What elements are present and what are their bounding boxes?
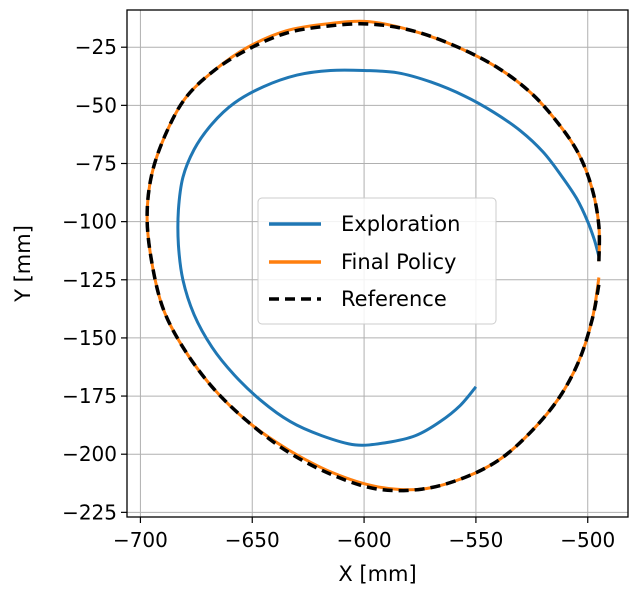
legend-box xyxy=(257,197,497,325)
x-tick-label: −550 xyxy=(448,528,503,552)
y-axis-label: Y [mm] xyxy=(11,225,35,303)
legend-label-exploration: Exploration xyxy=(341,212,460,236)
y-tick-label: −100 xyxy=(62,210,117,234)
x-tick-label: −700 xyxy=(113,528,168,552)
series-line-reference xyxy=(145,22,602,493)
plot-frame xyxy=(126,9,629,518)
legend: Exploration Final Policy Reference xyxy=(257,197,497,325)
y-tick-label: −200 xyxy=(62,442,117,466)
y-tick-label: −150 xyxy=(62,326,117,350)
y-tick-label: −75 xyxy=(75,151,117,175)
x-tick-label: −500 xyxy=(560,528,615,552)
series-layer xyxy=(145,19,602,493)
axis-ticks: −700 −650 −600 −550 −500 −25 −50 −75 −100 −125 −15… xyxy=(62,35,615,552)
y-tick-label: −225 xyxy=(62,500,117,524)
x-tick-label: −600 xyxy=(337,528,392,552)
y-tick-label: −25 xyxy=(75,35,117,59)
x-tick-label: −650 xyxy=(225,528,280,552)
x-axis-label: X [mm] xyxy=(338,562,416,586)
legend-label-reference: Reference xyxy=(341,287,447,311)
legend-label-final-policy: Final Policy xyxy=(341,250,456,274)
y-tick-label: −175 xyxy=(62,384,117,408)
y-tick-label: −125 xyxy=(62,268,117,292)
series-line-exploration xyxy=(176,68,601,447)
y-tick-label: −50 xyxy=(75,93,117,117)
